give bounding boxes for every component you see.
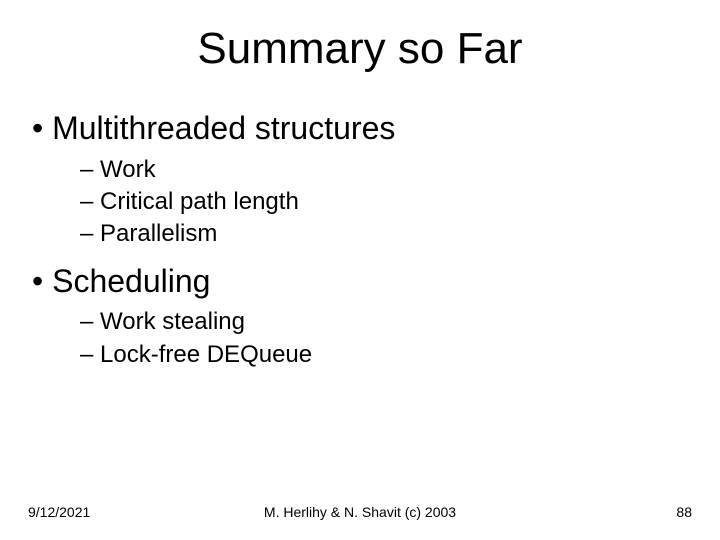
footer-author: M. Herlihy & N. Shavit (c) 2003 xyxy=(0,504,720,520)
slide-content: Multithreaded structures Work Critical p… xyxy=(28,108,692,371)
bullet-level2: Work stealing xyxy=(80,306,692,338)
bullet-level2: Work xyxy=(80,154,692,186)
bullet-level2-group: Work Critical path length Parallelism xyxy=(32,154,692,251)
bullet-level2-group: Work stealing Lock-free DEQueue xyxy=(32,306,692,371)
bullet-level1: Scheduling xyxy=(32,261,692,303)
bullet-level2: Lock-free DEQueue xyxy=(80,339,692,371)
footer-page-number: 88 xyxy=(676,504,692,520)
slide-title: Summary so Far xyxy=(28,24,692,74)
bullet-level1: Multithreaded structures xyxy=(32,108,692,150)
slide: Summary so Far Multithreaded structures … xyxy=(0,0,720,540)
bullet-level2: Parallelism xyxy=(80,218,692,250)
bullet-level2: Critical path length xyxy=(80,186,692,218)
